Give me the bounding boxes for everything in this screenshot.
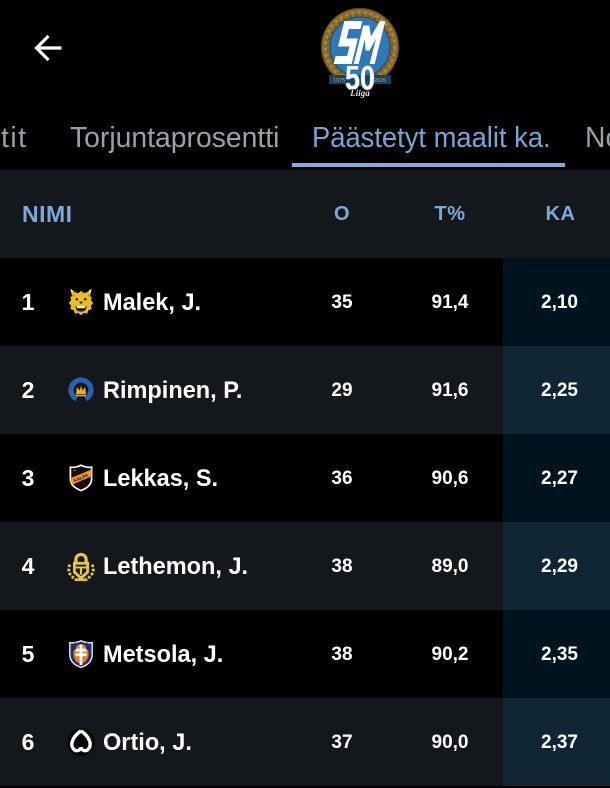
- svg-text:1975: 1975: [333, 78, 345, 84]
- svg-text:KALPA: KALPA: [73, 472, 90, 483]
- svg-text:*: *: [74, 469, 76, 474]
- svg-text:2025: 2025: [374, 78, 386, 84]
- svg-text:50: 50: [345, 60, 375, 98]
- svg-text:Liiga: Liiga: [349, 88, 370, 98]
